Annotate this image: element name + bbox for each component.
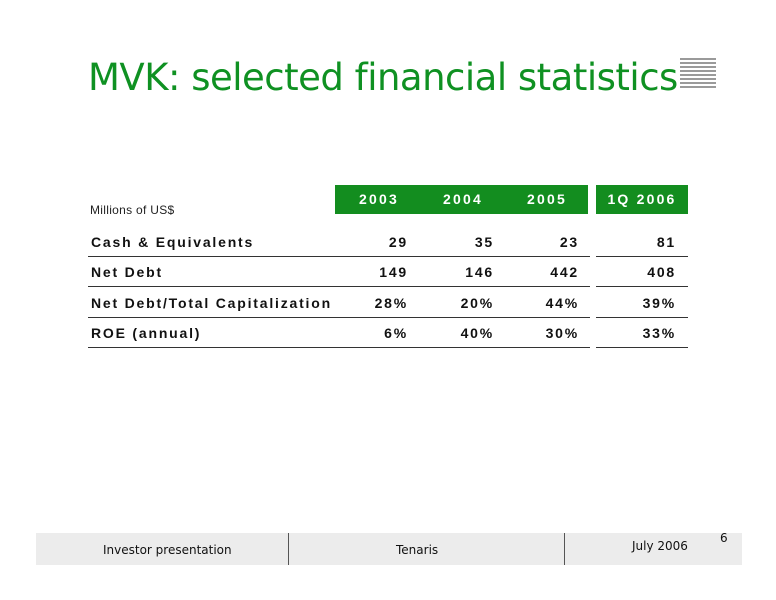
- cell-value: 35: [474, 234, 494, 250]
- cell-value: 44%: [545, 295, 579, 311]
- row-label: Cash & Equivalents: [91, 234, 255, 250]
- header-quarter: 1Q 2006: [596, 185, 688, 214]
- row-divider: [596, 317, 688, 318]
- cell-value: 30%: [545, 325, 579, 341]
- footer-date-label: July 2006: [632, 539, 688, 553]
- row-divider: [596, 286, 688, 287]
- stacked-lines-logo-icon: [680, 58, 716, 90]
- units-label: Millions of US$: [90, 203, 175, 217]
- cell-value: 40%: [460, 325, 494, 341]
- row-divider: [596, 256, 688, 257]
- cell-value: 33%: [642, 325, 676, 341]
- row-divider: [88, 347, 590, 348]
- column-header-2004: 2004: [443, 191, 483, 207]
- page-title: MVK: selected financial statistics: [88, 56, 678, 99]
- column-header-2005: 2005: [527, 191, 567, 207]
- row-label: Net Debt/Total Capitalization: [91, 295, 332, 311]
- row-divider: [88, 286, 590, 287]
- row-label: ROE (annual): [91, 325, 202, 341]
- cell-value: 408: [647, 264, 676, 280]
- cell-value: 20%: [460, 295, 494, 311]
- table-row: Net Debt 149 146 442 408: [88, 257, 688, 287]
- footer-bar: Investor presentation Tenaris July 2006: [36, 533, 742, 565]
- row-divider: [88, 256, 590, 257]
- cell-value: 442: [550, 264, 579, 280]
- table-row: Net Debt/Total Capitalization 28% 20% 44…: [88, 288, 688, 318]
- cell-value: 6%: [384, 325, 408, 341]
- cell-value: 81: [656, 234, 676, 250]
- footer-presentation-label: Investor presentation: [103, 543, 232, 557]
- cell-value: 28%: [374, 295, 408, 311]
- cell-value: 29: [388, 234, 408, 250]
- table-row: Cash & Equivalents 29 35 23 81: [88, 227, 688, 257]
- footer-divider: [564, 533, 565, 565]
- footer-divider: [288, 533, 289, 565]
- header-years: 2003 2004 2005: [335, 185, 588, 214]
- footer-company-label: Tenaris: [396, 543, 439, 557]
- cell-value: 23: [559, 234, 579, 250]
- row-divider: [88, 317, 590, 318]
- cell-value: 146: [465, 264, 494, 280]
- column-header-2003: 2003: [359, 191, 399, 207]
- table-row: ROE (annual) 6% 40% 30% 33%: [88, 318, 688, 348]
- row-label: Net Debt: [91, 264, 163, 280]
- page-number: 6: [720, 531, 728, 545]
- row-divider: [596, 347, 688, 348]
- column-header-1q2006: 1Q 2006: [607, 191, 677, 207]
- cell-value: 149: [379, 264, 408, 280]
- cell-value: 39%: [642, 295, 676, 311]
